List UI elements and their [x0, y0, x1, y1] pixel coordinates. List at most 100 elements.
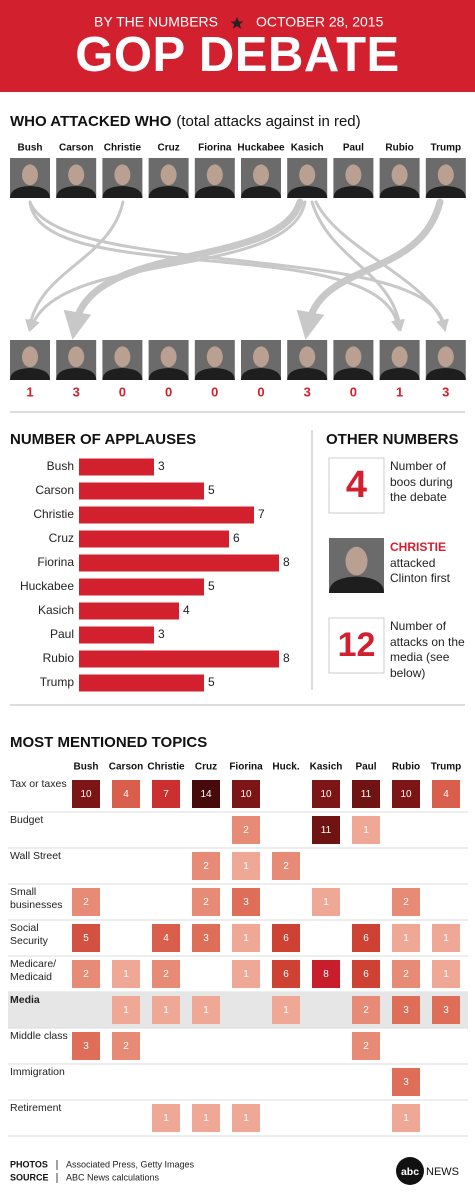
- bar: [79, 554, 279, 572]
- photo-body: [329, 576, 384, 593]
- heat-cell: [112, 996, 140, 1024]
- attacks-against: 0: [211, 384, 218, 399]
- cell-value: 6: [283, 933, 289, 944]
- photo-body: [194, 368, 235, 380]
- bar: [79, 458, 154, 476]
- heat-cell: [352, 996, 380, 1024]
- heat-cell: [152, 924, 180, 952]
- cell-value: 2: [363, 1005, 369, 1016]
- row-label-box: Immigration: [10, 1066, 65, 1078]
- section-title: WHO ATTACKED WHO (total attacks against i…: [10, 113, 361, 130]
- cell-value: 1: [123, 1005, 129, 1016]
- candidate-name: Christie: [104, 143, 142, 154]
- cell-value: 3: [203, 933, 209, 944]
- heat-cell: [192, 996, 220, 1024]
- photo: [241, 340, 281, 380]
- row-label: Small businesses: [10, 886, 63, 911]
- cell-value: 1: [203, 1113, 209, 1124]
- attacks-against: 3: [73, 384, 80, 399]
- photo-face: [345, 546, 368, 576]
- photo: [425, 340, 466, 380]
- cell-value: 1: [323, 897, 329, 908]
- heat-cell: [432, 960, 460, 988]
- photo-body: [102, 186, 143, 198]
- candidate-name: Trump: [431, 143, 462, 154]
- column-header: Carson: [109, 762, 143, 773]
- heat-cell: [392, 960, 420, 988]
- kicker: BY THE NUMBERS: [94, 14, 218, 30]
- photo: [148, 340, 189, 380]
- heat-cell: [72, 888, 100, 916]
- cell-value: 1: [243, 969, 249, 980]
- cell-value: 2: [163, 969, 169, 980]
- photo-face: [68, 164, 85, 186]
- bar: [79, 482, 204, 500]
- photo: [329, 538, 384, 593]
- arrow: [310, 200, 405, 332]
- row-label-box: Budget: [10, 814, 43, 826]
- photo-body: [56, 186, 97, 198]
- heat-cell: [72, 960, 100, 988]
- category-label: Trump: [40, 675, 75, 689]
- heat-cell: [232, 852, 260, 880]
- candidate-name: Cruz: [157, 143, 179, 154]
- cell-value: 1: [363, 825, 369, 836]
- cell-value: 2: [283, 861, 289, 872]
- value-label: 6: [233, 531, 240, 545]
- date: OCTOBER 28, 2015: [256, 14, 384, 30]
- cell-value: 6: [363, 933, 369, 944]
- photo: [194, 158, 235, 198]
- candidate-name: Fiorina: [198, 143, 232, 154]
- row-label-box: Social Security: [10, 922, 48, 947]
- heat-cell: [312, 816, 340, 844]
- photo-body: [148, 186, 189, 198]
- photo-face: [160, 164, 177, 186]
- arrow: [296, 198, 444, 340]
- attacks-title: WHO ATTACKED WHO: [10, 113, 172, 130]
- cell-value: 1: [283, 1005, 289, 1016]
- category-label: Paul: [50, 627, 74, 641]
- photo-face: [345, 164, 362, 186]
- photo-face: [345, 346, 362, 368]
- bar: [79, 626, 154, 644]
- cell-value: 2: [243, 825, 249, 836]
- cell-value: 2: [403, 969, 409, 980]
- footer-text: Associated Press, Getty Images: [66, 1159, 195, 1169]
- arrow: [25, 200, 125, 332]
- category-label: Rubio: [43, 651, 75, 665]
- photo-face: [253, 346, 269, 368]
- cell-value: 2: [203, 861, 209, 872]
- cell-value: 2: [403, 897, 409, 908]
- heat-cell: [352, 780, 380, 808]
- cell-value: 2: [363, 1041, 369, 1052]
- category-label: Carson: [35, 483, 74, 497]
- cell-value: 10: [80, 789, 92, 800]
- photo: [102, 340, 143, 380]
- row-label: Wall Street: [10, 850, 61, 862]
- photo: [56, 158, 97, 198]
- cell-value: 11: [321, 825, 332, 836]
- photo: [379, 340, 420, 380]
- photo-body: [379, 368, 420, 380]
- value-label: 5: [208, 579, 215, 593]
- photo-face: [253, 164, 269, 186]
- value-label: 3: [158, 459, 165, 473]
- heat-cell: [432, 996, 460, 1024]
- photo-face: [68, 346, 85, 368]
- cell-value: 3: [403, 1077, 409, 1088]
- heat-cell: [72, 924, 100, 952]
- category-label: Kasich: [38, 603, 74, 617]
- photo: [333, 340, 374, 380]
- number-text-box: Number of boos during the debate: [390, 459, 453, 504]
- column-header: Paul: [355, 762, 376, 773]
- value-label: 5: [208, 675, 215, 689]
- heat-cell: [232, 924, 260, 952]
- category-label: Christie: [33, 507, 74, 521]
- row-label: Retirement: [10, 1102, 62, 1114]
- cell-value: 10: [400, 789, 412, 800]
- heat-cell: [72, 1032, 100, 1060]
- heat-cell: [72, 780, 100, 808]
- heat-cell: [112, 1032, 140, 1060]
- row-label-box: Wall Street: [10, 850, 61, 862]
